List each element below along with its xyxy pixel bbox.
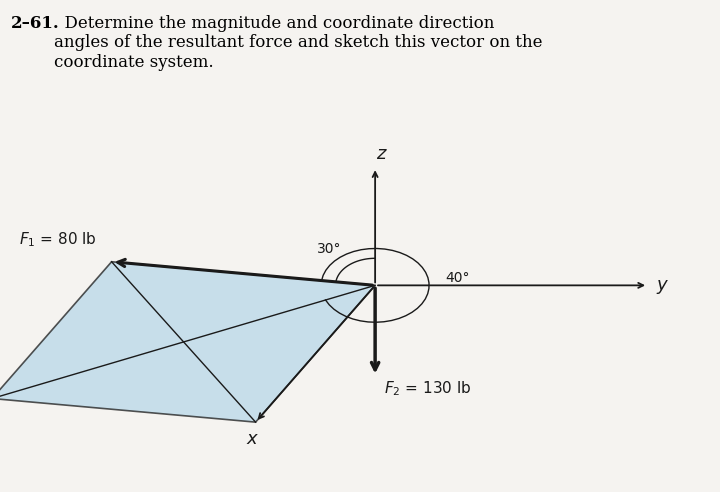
Text: z: z (376, 145, 386, 163)
Text: x: x (247, 430, 257, 448)
Text: Determine the magnitude and coordinate direction
angles of the resultant force a: Determine the magnitude and coordinate d… (54, 15, 542, 71)
Text: 2–61.: 2–61. (11, 15, 60, 32)
Polygon shape (0, 262, 375, 422)
Text: y: y (657, 277, 667, 294)
Text: $F_2$ = 130 lb: $F_2$ = 130 lb (384, 379, 472, 398)
Text: 30°: 30° (317, 243, 341, 256)
Text: $F_1$ = 80 lb: $F_1$ = 80 lb (19, 231, 97, 249)
Text: 40°: 40° (445, 271, 469, 284)
